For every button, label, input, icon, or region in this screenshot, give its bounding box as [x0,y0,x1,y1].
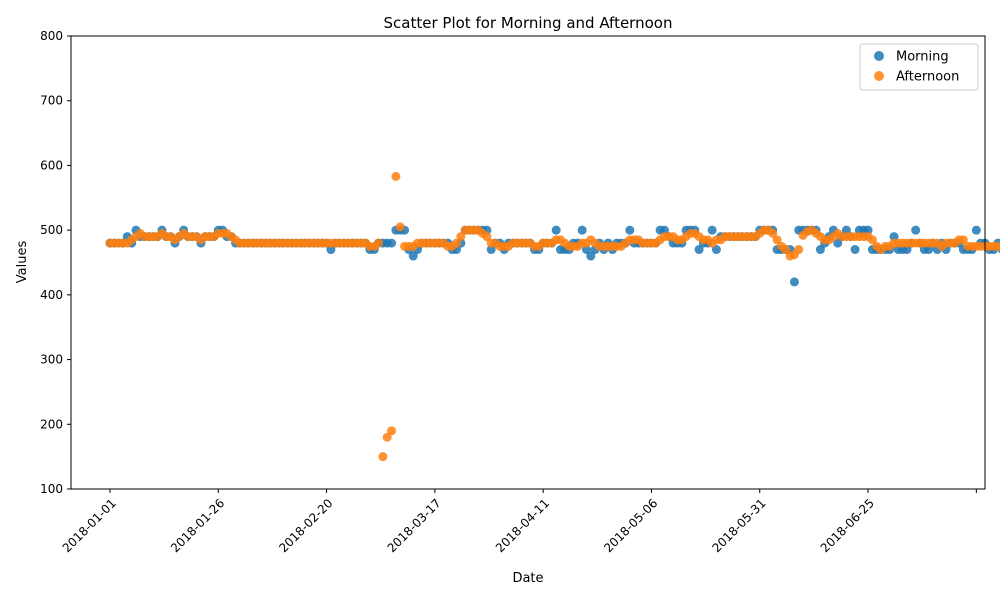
y-tick-label: 300 [40,353,63,367]
morning-point [815,245,825,255]
morning-point [863,225,873,235]
morning-point [581,245,591,255]
morning-point [711,245,721,255]
afternoon-point [378,452,388,462]
series-afternoon [105,171,1000,462]
y-tick-label: 100 [40,482,63,496]
y-tick-label: 200 [40,417,63,431]
y-tick-label: 600 [40,158,63,172]
morning-point [850,245,860,255]
morning-point [694,245,704,255]
data-points [105,171,1000,462]
chart-title: Scatter Plot for Morning and Afternoon [384,14,673,32]
x-axis-label: Date [512,571,543,586]
morning-point [486,245,496,255]
morning-point [924,245,934,255]
afternoon-point [781,245,791,255]
afternoon-point [456,232,466,242]
legend-label-afternoon: Afternoon [896,70,959,85]
morning-point [911,225,921,235]
morning-point [577,225,587,235]
morning-point [586,251,596,261]
legend-label-morning: Morning [896,50,949,65]
afternoon-point [374,238,384,248]
afternoon-point [482,232,492,242]
morning-point [902,245,912,255]
afternoon-point [997,242,1000,251]
afternoon-point [391,171,401,181]
y-axis: 100 200 300 400 500 600 700 800 [40,29,71,496]
afternoon-point [867,235,877,245]
afternoon-point [772,235,782,245]
legend-marker-afternoon [874,71,884,81]
afternoon-point [958,235,968,245]
morning-point [789,277,799,287]
afternoon-point [768,228,778,238]
y-tick-label: 800 [40,29,63,43]
afternoon-point [387,426,397,436]
morning-point [833,238,843,248]
afternoon-point [452,238,462,248]
morning-point [625,225,635,235]
afternoon-point [382,432,392,442]
y-tick-label: 400 [40,288,63,302]
afternoon-point [794,245,804,255]
morning-point [659,225,669,235]
y-axis-label: Values [15,241,30,284]
morning-point [841,225,851,235]
afternoon-point [395,222,405,232]
morning-point [551,225,561,235]
morning-point [971,225,981,235]
legend: Morning Afternoon [859,43,979,91]
morning-point [889,232,899,242]
morning-point [326,245,336,255]
legend-marker-morning [874,51,884,61]
y-tick-label: 500 [40,223,63,237]
legend-box [859,43,979,91]
afternoon-point [993,241,1000,251]
morning-point [408,251,418,261]
morning-point [387,238,397,248]
y-tick-label: 700 [40,94,63,108]
morning-point [707,225,717,235]
plot-frame [70,35,986,490]
